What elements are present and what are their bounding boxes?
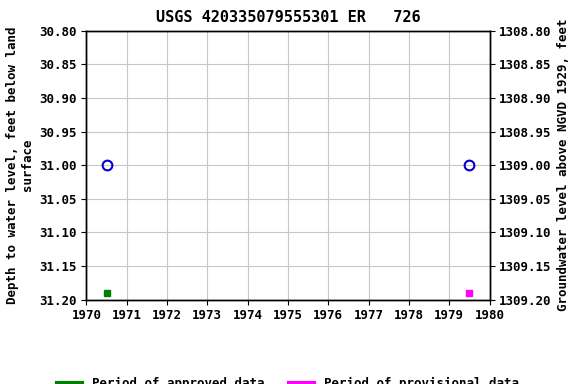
Y-axis label: Depth to water level, feet below land
surface: Depth to water level, feet below land su… <box>6 26 33 304</box>
Legend: Period of approved data, Period of provisional data: Period of approved data, Period of provi… <box>52 372 524 384</box>
Title: USGS 420335079555301 ER   726: USGS 420335079555301 ER 726 <box>156 10 420 25</box>
Y-axis label: Groundwater level above NGVD 1929, feet: Groundwater level above NGVD 1929, feet <box>558 19 570 311</box>
